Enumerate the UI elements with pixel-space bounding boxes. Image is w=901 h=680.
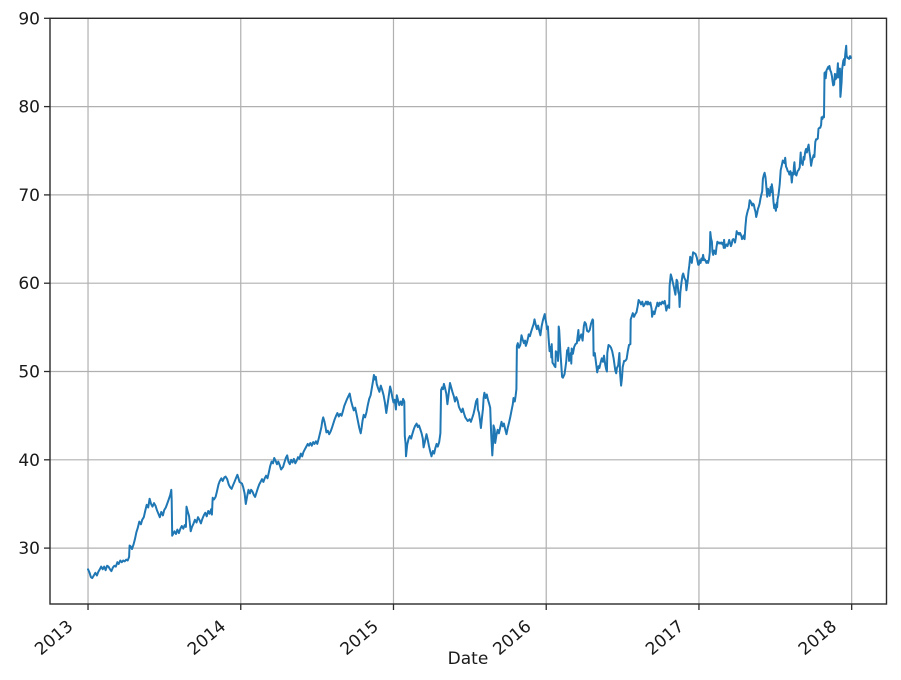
x-axis-label: Date <box>448 649 489 669</box>
y-tick-label: 80 <box>18 98 40 118</box>
series-layer <box>87 44 852 580</box>
price-line <box>87 44 852 580</box>
x-tick-label: 2015 <box>337 617 383 660</box>
plot-border <box>49 17 888 605</box>
y-tick-label: 40 <box>18 451 40 471</box>
y-tick-label: 60 <box>18 274 40 294</box>
grid-layer <box>50 17 887 604</box>
x-tick-label: 2013 <box>31 617 77 660</box>
x-tick-label: 2018 <box>795 617 841 660</box>
x-tick-label: 2014 <box>184 617 230 660</box>
y-tick-label: 30 <box>18 539 40 559</box>
x-tick-label: 2017 <box>642 617 688 660</box>
y-tick-label: 50 <box>18 362 40 382</box>
y-tick-label: 90 <box>18 9 40 29</box>
y-tick-label: 70 <box>18 186 40 206</box>
x-tick-label: 2016 <box>489 617 535 660</box>
